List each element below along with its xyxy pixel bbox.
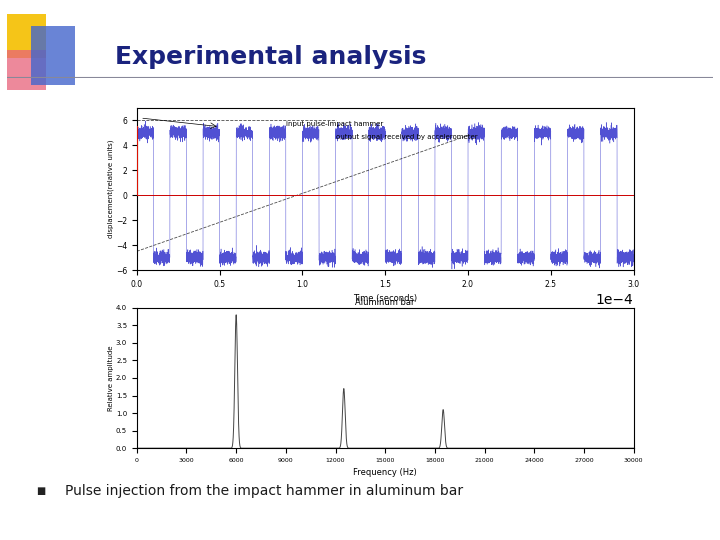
Text: ■: ■ xyxy=(36,487,45,496)
Text: Pulse injection from the impact hammer in aluminum bar: Pulse injection from the impact hammer i… xyxy=(65,484,463,498)
Y-axis label: displacement(relative units): displacement(relative units) xyxy=(108,140,114,238)
Text: output signal received by accelerometer: output signal received by accelerometer xyxy=(336,134,477,140)
Bar xyxy=(7,14,46,58)
Y-axis label: Relative amplitude: Relative amplitude xyxy=(109,345,114,411)
X-axis label: Frequency (Hz): Frequency (Hz) xyxy=(354,469,417,477)
Bar xyxy=(7,50,46,90)
Title: Aluminum bar: Aluminum bar xyxy=(356,298,415,307)
X-axis label: Time (seconds): Time (seconds) xyxy=(353,294,418,303)
Text: input pulse-Impact hammer: input pulse-Impact hammer xyxy=(286,121,383,127)
Text: Experimental analysis: Experimental analysis xyxy=(115,45,426,69)
Bar xyxy=(32,26,75,85)
